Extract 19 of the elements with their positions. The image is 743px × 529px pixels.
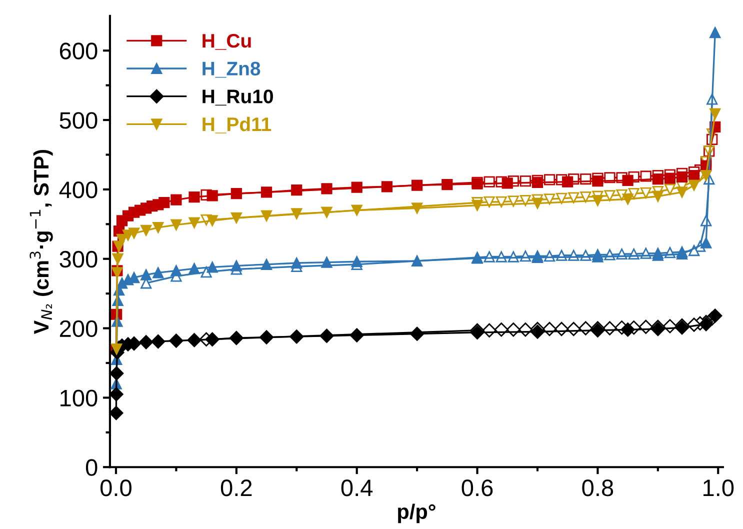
legend-label: H_Zn8 <box>202 62 260 78</box>
legend-label: H_Pd11 <box>202 116 272 134</box>
y-tick-label: 500 <box>60 112 98 129</box>
x-tick-label: 0.2 <box>220 480 252 496</box>
y-tick-label: 0 <box>86 459 98 476</box>
x-tick-label: 0.6 <box>462 480 493 496</box>
x-tick-label: 0.4 <box>341 480 373 496</box>
legend-label: H_Cu <box>202 34 251 50</box>
y-tick-label: 600 <box>60 42 98 60</box>
y-tick-label: 100 <box>60 390 98 406</box>
x-tick-label: 0.8 <box>582 480 614 496</box>
x-tick-label: 1.0 <box>704 480 734 496</box>
x-tick-label: 0.0 <box>100 480 132 496</box>
x-axis-title: p/p° <box>398 504 436 524</box>
y-tick-label: 400 <box>59 181 98 198</box>
legend-label: H_Ru10 <box>202 90 273 106</box>
y-tick-label: 200 <box>60 320 98 338</box>
y-axis-title: V$_{N₂}$ (cm$^{3}$·g$^{−1}$, STP) <box>30 150 53 334</box>
y-tick-label: 300 <box>60 250 98 268</box>
